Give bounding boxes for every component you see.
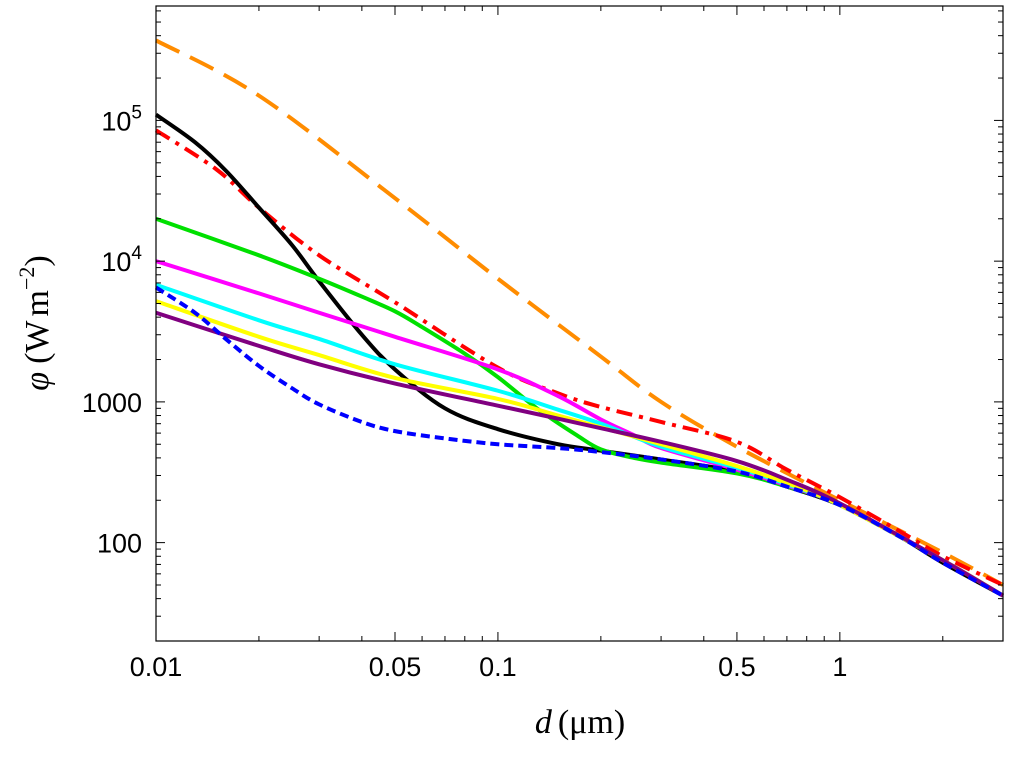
series-cyan-solid	[155, 282, 1005, 598]
y-axis-unit-m: m	[19, 290, 56, 316]
y-axis-ticks: 100 1000 104 105	[82, 10, 1003, 642]
x-axis-symbol: d	[535, 704, 553, 741]
x-tick-label: 0.1	[479, 652, 517, 682]
y-tick-label: 104	[101, 243, 142, 277]
x-axis-ticks: 0.01 0.05 0.1 0.5 1	[130, 6, 1004, 682]
series-orange-dashed	[155, 38, 1004, 587]
y-tick-label: 105	[101, 102, 142, 136]
y-axis-unit-open: (W	[19, 320, 56, 364]
series-red-dashdot	[154, 128, 1004, 587]
plot-frame	[155, 5, 1004, 642]
y-tick-label: 1000	[82, 388, 142, 418]
series-layer	[154, 38, 1005, 598]
x-axis-unit: (μm)	[558, 704, 625, 741]
y-tick-label: 100	[97, 529, 142, 559]
series-purple-solid	[155, 310, 1005, 598]
series-magenta-solid	[155, 259, 1005, 598]
y-axis-symbol: φ	[19, 372, 56, 391]
y-axis-title: φ (W m−2)	[14, 255, 56, 390]
x-axis-title: d (μm)	[535, 704, 625, 741]
y-axis-unit-close: )	[19, 255, 56, 266]
x-tick-label: 0.05	[369, 652, 422, 682]
series-blue-dashed	[154, 285, 1004, 598]
x-tick-label: 0.01	[130, 652, 183, 682]
x-tick-label: 1	[832, 652, 847, 682]
y-axis-unit-exponent: −2	[14, 267, 39, 290]
x-tick-label: 0.5	[718, 652, 756, 682]
